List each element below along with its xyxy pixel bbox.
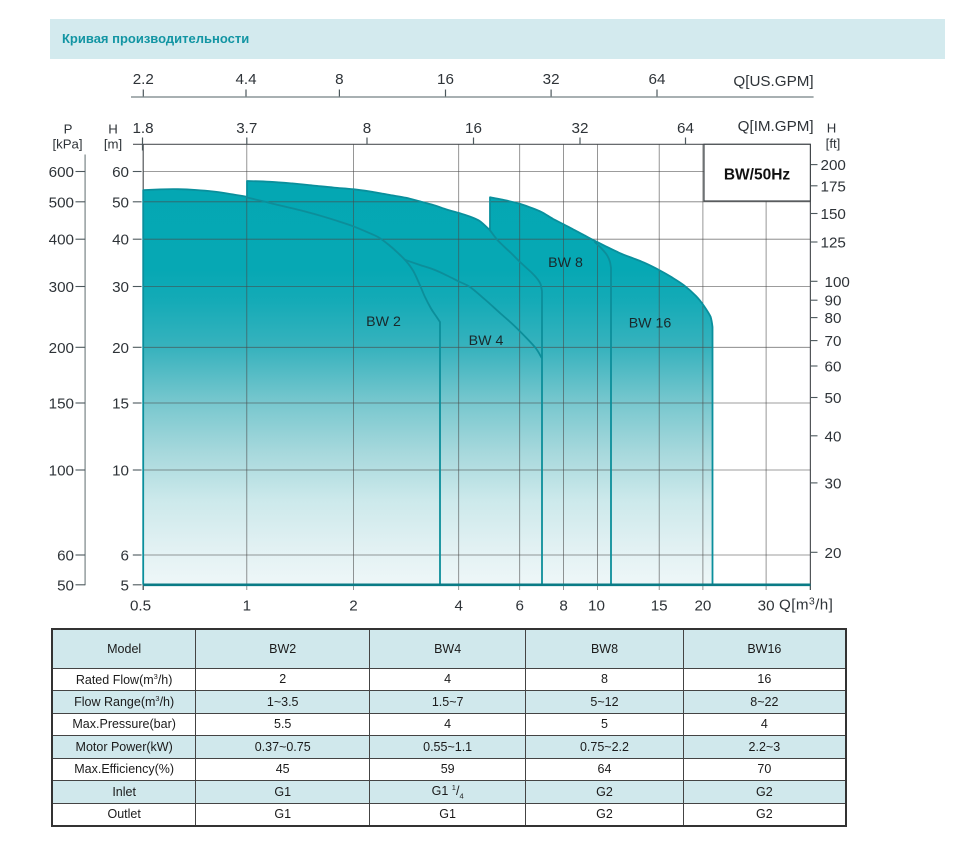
svg-text:6: 6 (515, 598, 523, 615)
svg-text:8: 8 (559, 598, 567, 615)
svg-text:15: 15 (112, 396, 129, 413)
svg-text:150: 150 (49, 396, 74, 413)
svg-text:[kPa]: [kPa] (52, 137, 82, 152)
svg-text:50: 50 (825, 390, 842, 407)
svg-text:50: 50 (112, 194, 129, 211)
svg-text:BW/50Hz: BW/50Hz (724, 167, 791, 184)
svg-text:30: 30 (758, 598, 775, 615)
svg-text:8: 8 (335, 71, 343, 88)
svg-text:16: 16 (465, 120, 482, 137)
svg-text:4: 4 (454, 598, 462, 615)
svg-text:BW 16: BW 16 (629, 316, 672, 332)
svg-text:5: 5 (121, 577, 129, 594)
svg-text:90: 90 (825, 293, 842, 310)
svg-text:BW 2: BW 2 (366, 314, 401, 330)
svg-text:0.5: 0.5 (130, 598, 151, 615)
svg-text:200: 200 (821, 157, 846, 174)
svg-text:600: 600 (49, 164, 74, 181)
svg-text:10: 10 (112, 463, 129, 480)
svg-text:20: 20 (694, 598, 711, 615)
svg-text:6: 6 (121, 548, 129, 565)
svg-text:Q[US.GPM]: Q[US.GPM] (733, 73, 813, 90)
svg-text:60: 60 (57, 548, 74, 565)
svg-text:[m]: [m] (104, 137, 122, 152)
svg-text:H: H (108, 122, 118, 137)
svg-text:30: 30 (112, 279, 129, 296)
svg-text:1: 1 (243, 598, 251, 615)
svg-text:4.4: 4.4 (235, 71, 256, 88)
svg-text:Q[IM.GPM]: Q[IM.GPM] (738, 118, 814, 135)
svg-text:70: 70 (825, 333, 842, 350)
svg-text:60: 60 (825, 359, 842, 376)
svg-text:100: 100 (49, 463, 74, 480)
svg-text:BW 4: BW 4 (469, 333, 504, 349)
svg-text:[ft]: [ft] (826, 136, 841, 151)
svg-text:20: 20 (825, 545, 842, 562)
svg-text:32: 32 (543, 71, 560, 88)
svg-text:400: 400 (49, 232, 74, 249)
svg-text:80: 80 (825, 310, 842, 327)
svg-text:2: 2 (349, 598, 357, 615)
svg-text:300: 300 (49, 279, 74, 296)
svg-text:125: 125 (821, 235, 846, 252)
svg-text:60: 60 (112, 164, 129, 181)
svg-text:8: 8 (363, 120, 371, 137)
svg-text:200: 200 (49, 340, 74, 357)
svg-text:64: 64 (649, 71, 666, 88)
svg-text:15: 15 (651, 598, 668, 615)
svg-text:Q[m3/h]: Q[m3/h] (779, 596, 833, 614)
svg-text:H: H (827, 121, 837, 136)
svg-text:BW 8: BW 8 (548, 255, 583, 271)
svg-text:1.8: 1.8 (132, 120, 153, 137)
svg-text:150: 150 (821, 206, 846, 223)
svg-text:30: 30 (825, 475, 842, 492)
svg-text:10: 10 (588, 598, 605, 615)
svg-text:175: 175 (821, 178, 846, 195)
svg-text:2.2: 2.2 (133, 71, 154, 88)
svg-text:32: 32 (572, 120, 589, 137)
svg-text:40: 40 (825, 428, 842, 445)
svg-text:3.7: 3.7 (236, 120, 257, 137)
svg-text:P: P (64, 122, 73, 137)
svg-text:20: 20 (112, 340, 129, 357)
svg-text:40: 40 (112, 232, 129, 249)
svg-text:500: 500 (49, 194, 74, 211)
svg-text:50: 50 (57, 577, 74, 594)
svg-text:100: 100 (825, 274, 850, 291)
svg-text:64: 64 (677, 120, 694, 137)
svg-text:16: 16 (437, 71, 454, 88)
